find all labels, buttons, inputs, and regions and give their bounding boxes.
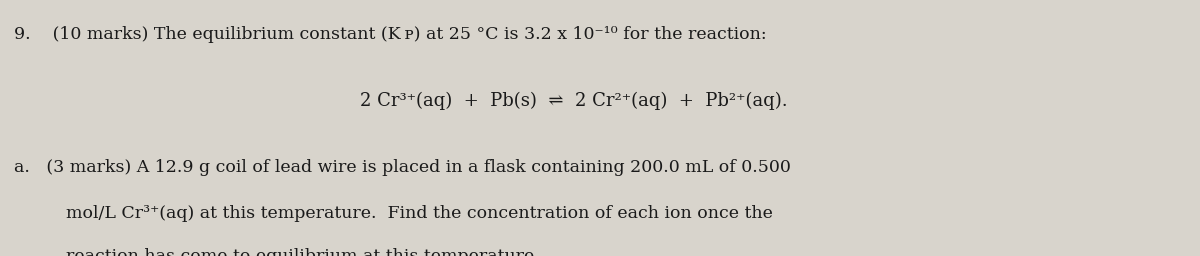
Text: a.   (3 marks) A 12.9 g coil of lead wire is placed in a flask containing 200.0 : a. (3 marks) A 12.9 g coil of lead wire … [14,159,791,176]
Text: 2 Cr³⁺(aq)  +  Pb(s)  ⇌  2 Cr²⁺(aq)  +  Pb²⁺(aq).: 2 Cr³⁺(aq) + Pb(s) ⇌ 2 Cr²⁺(aq) + Pb²⁺(a… [360,92,787,110]
Text: reaction has come to equilibrium at this temperature.: reaction has come to equilibrium at this… [66,248,540,256]
Text: mol/L Cr³⁺(aq) at this temperature.  Find the concentration of each ion once the: mol/L Cr³⁺(aq) at this temperature. Find… [66,205,773,222]
Text: 9.    (10 marks) The equilibrium constant (K ᴘ) at 25 °C is 3.2 x 10⁻¹⁰ for the : 9. (10 marks) The equilibrium constant (… [14,26,767,42]
